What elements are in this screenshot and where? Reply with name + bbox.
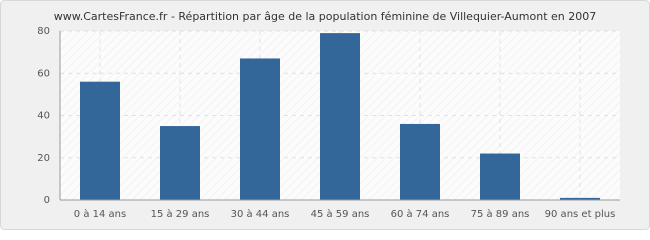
page: www.CartesFrance.fr - Répartition par âg… [0,0,650,230]
y-tick-label: 40 [37,111,50,122]
x-tick-label: 30 à 44 ans [231,208,290,220]
x-tick-label: 45 à 59 ans [311,208,370,220]
x-tick-label: 0 à 14 ans [74,208,126,220]
x-tick-label: 90 ans et plus [545,209,616,220]
bar [560,197,600,200]
bar [480,153,520,200]
y-tick-label: 60 [37,68,50,79]
x-tick-label: 75 à 89 ans [471,208,530,220]
y-tick-label: 0 [44,195,50,206]
bar [400,123,440,200]
y-tick-label: 80 [37,26,50,37]
chart-title: www.CartesFrance.fr - Répartition par âg… [54,10,596,23]
chart: www.CartesFrance.fr - Répartition par âg… [0,0,650,230]
bar [160,126,200,200]
bar [320,33,360,200]
x-tick-label: 15 à 29 ans [151,208,210,220]
x-tick-label: 60 à 74 ans [391,208,450,220]
y-tick-label: 20 [37,153,50,164]
bar [240,58,280,201]
bar [80,81,120,200]
